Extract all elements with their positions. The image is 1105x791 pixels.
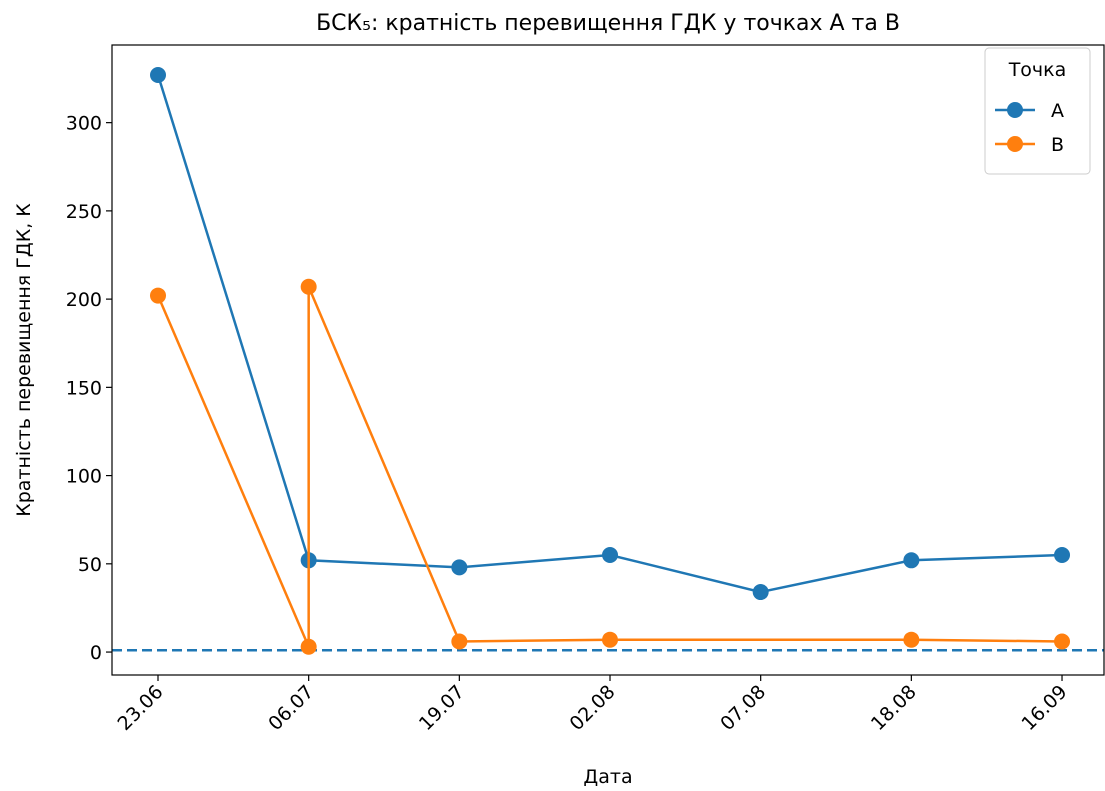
legend-label: B	[1051, 134, 1064, 156]
point	[903, 631, 920, 648]
point	[150, 287, 166, 304]
point	[1054, 547, 1071, 563]
plot-frame	[111, 44, 1105, 676]
point	[602, 631, 619, 648]
x-tick-label: 02.08	[566, 681, 620, 735]
legend-title: Точка	[1008, 59, 1067, 81]
legend-marker	[1007, 136, 1023, 152]
series-line	[156, 74, 1063, 594]
y-axis-label: Кратність перевищення ГДК, К	[13, 203, 35, 517]
point	[150, 67, 166, 83]
point	[1054, 633, 1071, 650]
y-tick-label: 250	[66, 201, 102, 223]
y-tick-label: 0	[90, 642, 102, 664]
x-tick-label: 23.06	[114, 681, 168, 735]
y-tick-label: 100	[66, 466, 102, 488]
y-tick-label: 300	[66, 113, 102, 135]
legend-marker	[1007, 102, 1023, 118]
point	[300, 638, 317, 655]
y-tick-label: 50	[78, 554, 102, 576]
series-line	[156, 286, 1063, 648]
point	[752, 584, 769, 601]
x-tick-label: 18.08	[867, 681, 921, 735]
point	[300, 278, 317, 295]
x-tick-label: 07.08	[716, 681, 770, 735]
x-axis-label: Дата	[583, 766, 632, 788]
point	[903, 552, 920, 569]
point	[451, 633, 468, 650]
x-tick-label: 16.09	[1018, 681, 1072, 735]
legend-label: A	[1051, 100, 1064, 122]
chart-title: БСК₅: кратність перевищення ГДК у точках…	[316, 11, 900, 36]
y-tick-label: 150	[66, 377, 102, 399]
x-tick-label: 06.07	[264, 681, 318, 735]
point	[602, 547, 619, 563]
y-tick-label: 200	[66, 289, 102, 311]
point	[451, 559, 468, 576]
x-tick-label: 19.07	[415, 681, 469, 735]
